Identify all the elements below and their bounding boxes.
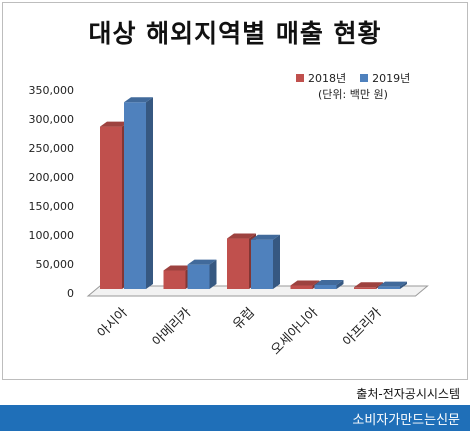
unit-note: (단위: 백만 원) [318,88,388,101]
legend-label-2018: 2018년 [308,72,347,85]
source-note: 출처-전자공시시스템 [356,387,460,401]
y-tick-label: 250,000 [29,142,75,155]
bar-아메리카-2019년 [187,259,217,289]
bar-아프리카-2019년 [378,281,407,289]
legend-swatch-2018 [296,74,304,82]
y-tick-label: 200,000 [29,171,75,184]
x-category-label: 아프리카 [340,305,384,349]
bar-유럽-2019년 [251,234,280,289]
y-tick-label: 0 [67,287,74,300]
footer-brand: 소비자가만드는신문 [352,413,460,428]
bar-chart: 0 50,000 100,000 150,000 200,000 250,000 300,0… [29,84,429,358]
legend-label-2019: 2019년 [372,72,411,85]
x-category-label: 아시아 [95,305,131,341]
y-tick-label: 150,000 [29,200,75,213]
x-category-label: 아메리카 [150,305,194,349]
footer-bar: 소비자가만드는신문 [0,405,470,431]
x-category-label: 유럽 [230,305,258,333]
y-tick-label: 100,000 [29,229,75,242]
legend: 2018년 2019년 [296,70,410,86]
chart-frame [2,2,468,380]
chart-title: 대상 해외지역별 매출 현황 [88,19,382,48]
bar-오세아니아-2019년 [314,279,344,289]
x-category-label: 오세아니아 [268,305,321,358]
bar-아시아-2019년 [124,97,153,290]
y-tick-label: 300,000 [29,113,75,126]
legend-swatch-2019 [360,74,369,82]
y-tick-label: 50,000 [36,258,75,271]
y-tick-label: 350,000 [29,84,75,97]
